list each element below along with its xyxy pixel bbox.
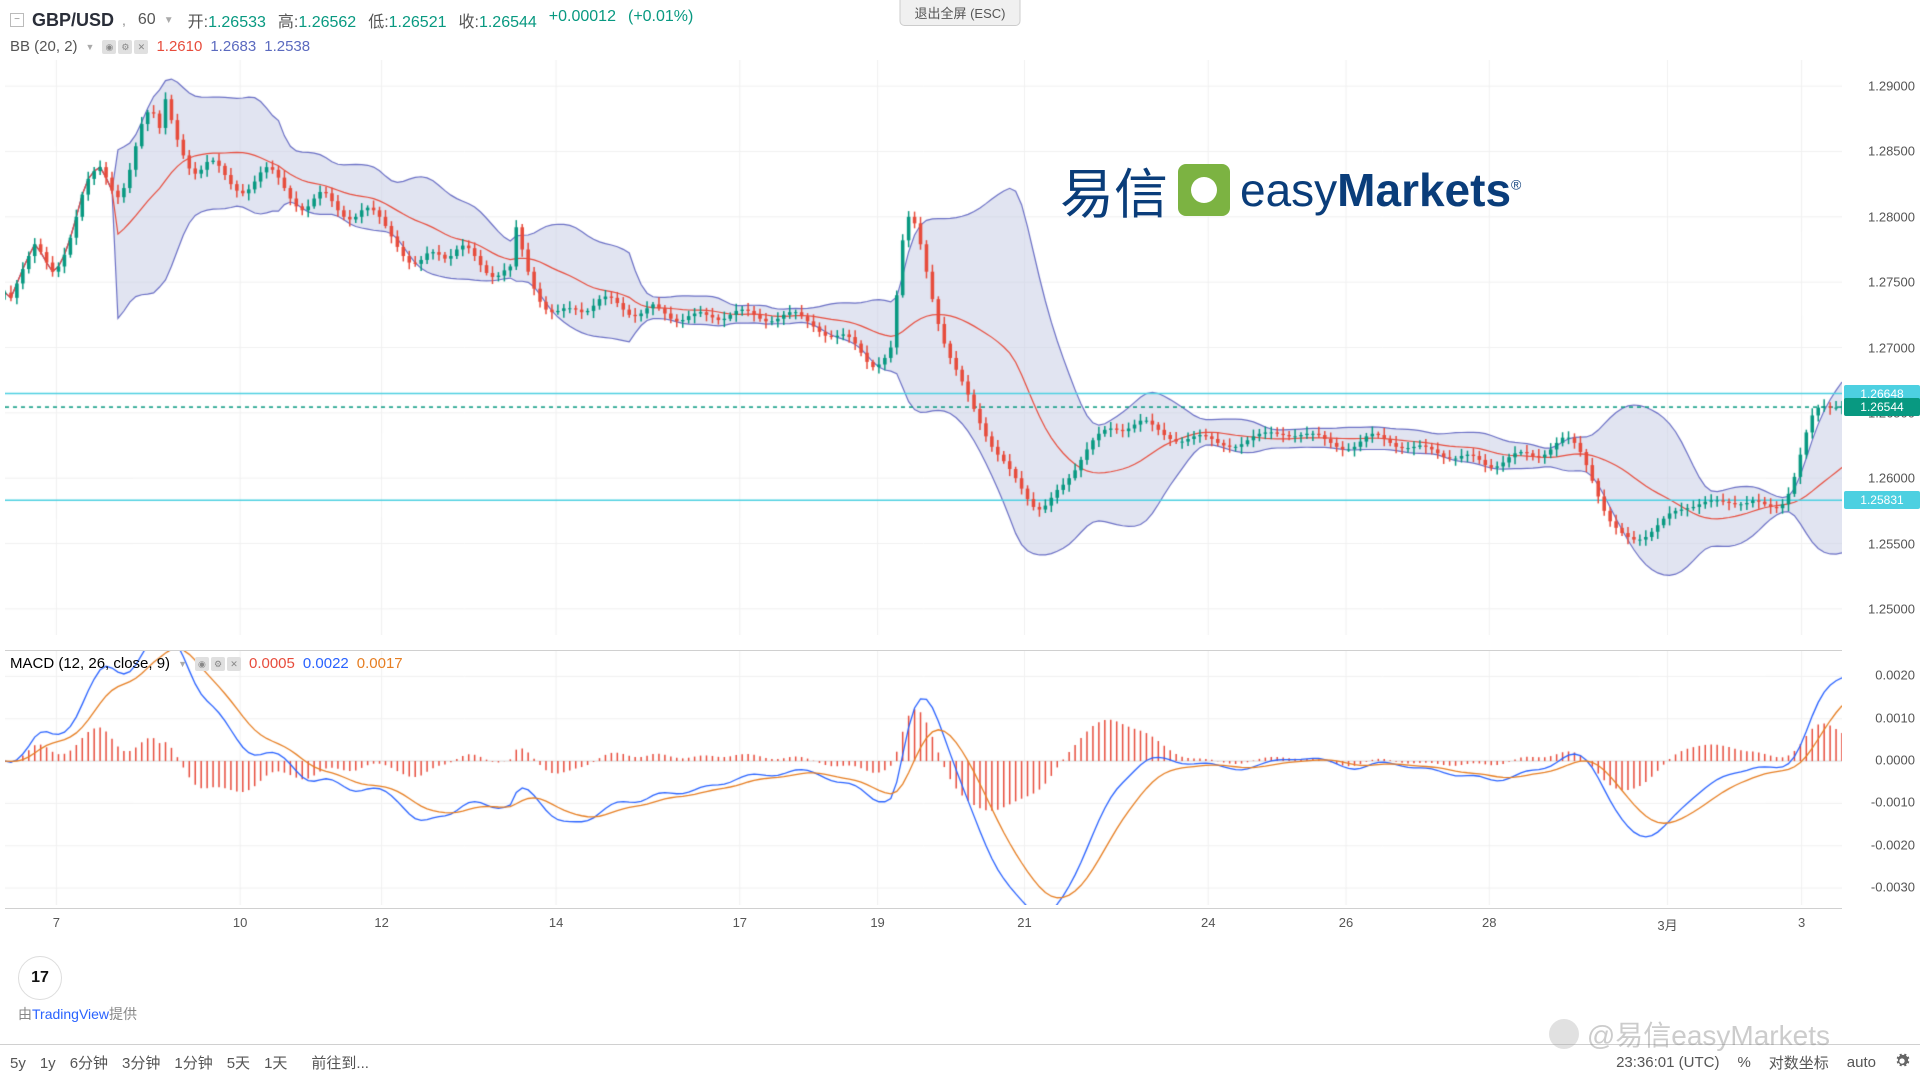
price-label: 1.25831 bbox=[1844, 491, 1920, 509]
time-xtick: 14 bbox=[549, 915, 563, 930]
bb-v3: 1.2538 bbox=[264, 38, 310, 55]
price-label: 1.26544 bbox=[1844, 398, 1920, 416]
tradingview-attribution[interactable]: 17 由TradingView提供 bbox=[18, 956, 137, 1024]
time-xtick: 26 bbox=[1339, 915, 1353, 930]
timeframe-btn-1分钟[interactable]: 1分钟 bbox=[174, 1055, 212, 1072]
macd-v2: 0.0022 bbox=[303, 655, 349, 672]
time-xtick: 19 bbox=[870, 915, 884, 930]
time-xtick: 3 bbox=[1798, 915, 1805, 930]
chevron-down-icon[interactable]: ▼ bbox=[86, 42, 95, 52]
time-xtick: 12 bbox=[374, 915, 388, 930]
exit-fullscreen-button[interactable]: 退出全屏 (ESC) bbox=[899, 0, 1020, 26]
macd-canvas bbox=[5, 651, 1842, 905]
price-y-axis[interactable]: 1.29000 1.28500 1.28000 1.27500 1.27000 1.265… bbox=[1842, 60, 1920, 635]
time-xtick: 28 bbox=[1482, 915, 1496, 930]
time-xtick: 21 bbox=[1017, 915, 1031, 930]
percent-toggle[interactable]: % bbox=[1737, 1054, 1750, 1071]
goto-button[interactable]: 前往到... bbox=[311, 1052, 369, 1073]
timeframe-btn-1天[interactable]: 1天 bbox=[264, 1055, 287, 1072]
macd-ytick: 0.0020 bbox=[1875, 668, 1915, 683]
log-scale-toggle[interactable]: 对数坐标 bbox=[1769, 1052, 1829, 1073]
tv-label: 由TradingView提供 bbox=[18, 1004, 137, 1024]
timeframe-btn-3分钟[interactable]: 3分钟 bbox=[122, 1055, 160, 1072]
price-ytick: 1.25500 bbox=[1868, 536, 1915, 551]
macd-chart-panel[interactable]: MACD (12, 26, close, 9) ▼ ◉⚙✕ 0.0005 0.0… bbox=[5, 650, 1842, 905]
watermark-en: easyMarkets® bbox=[1240, 163, 1521, 217]
macd-legend: MACD (12, 26, close, 9) ▼ ◉⚙✕ 0.0005 0.0… bbox=[10, 655, 403, 672]
macd-v1: 0.0005 bbox=[249, 655, 295, 672]
chevron-down-icon[interactable]: ▼ bbox=[178, 659, 187, 669]
time-xtick: 17 bbox=[733, 915, 747, 930]
timeframe-btn-5天[interactable]: 5天 bbox=[227, 1055, 250, 1072]
macd-ytick: 0.0000 bbox=[1875, 753, 1915, 768]
timeframe-btn-1y[interactable]: 1y bbox=[40, 1055, 56, 1072]
macd-ytick: -0.0020 bbox=[1871, 837, 1915, 852]
gear-icon[interactable] bbox=[1894, 1053, 1910, 1073]
collapse-icon[interactable]: − bbox=[10, 13, 24, 27]
time-x-axis[interactable]: 7 10 12 14 17 19 21 24 26 28 3月 3 bbox=[5, 908, 1842, 936]
settings-icon: ⚙ bbox=[118, 40, 132, 54]
close-icon: ✕ bbox=[134, 40, 148, 54]
weibo-icon bbox=[1549, 1019, 1579, 1049]
price-ytick: 1.26000 bbox=[1868, 471, 1915, 486]
symbol[interactable]: GBP/USD bbox=[32, 10, 114, 31]
time-xtick: 7 bbox=[53, 915, 60, 930]
macd-indicator-name[interactable]: MACD (12, 26, close, 9) bbox=[10, 655, 170, 672]
price-canvas bbox=[5, 60, 1842, 635]
tv-logo-icon: 17 bbox=[18, 956, 62, 1000]
price-ytick: 1.29000 bbox=[1868, 79, 1915, 94]
eye-icon: ◉ bbox=[195, 657, 209, 671]
price-ytick: 1.27500 bbox=[1868, 275, 1915, 290]
bb-legend: BB (20, 2) ▼ ◉⚙✕ 1.2610 1.2683 1.2538 bbox=[10, 38, 310, 55]
easymarkets-watermark: 易信 easyMarkets® bbox=[1060, 150, 1521, 229]
indicator-controls[interactable]: ◉⚙✕ bbox=[195, 657, 241, 671]
macd-ytick: 0.0010 bbox=[1875, 710, 1915, 725]
indicator-controls[interactable]: ◉⚙✕ bbox=[102, 40, 148, 54]
price-chart-panel[interactable] bbox=[5, 60, 1842, 635]
macd-v3: 0.0017 bbox=[357, 655, 403, 672]
price-ytick: 1.27000 bbox=[1868, 340, 1915, 355]
macd-ytick: -0.0010 bbox=[1871, 795, 1915, 810]
bb-indicator-name[interactable]: BB (20, 2) bbox=[10, 38, 78, 55]
macd-ytick: -0.0030 bbox=[1871, 880, 1915, 895]
price-ytick: 1.28500 bbox=[1868, 144, 1915, 159]
chart-legend-main: − GBP/USD , 60 ▼ 开:1.26533 高:1.26562 低:1… bbox=[10, 8, 693, 32]
auto-scale-toggle[interactable]: auto bbox=[1847, 1054, 1876, 1071]
close-icon: ✕ bbox=[227, 657, 241, 671]
settings-icon: ⚙ bbox=[211, 657, 225, 671]
timeframe-btn-6分钟[interactable]: 6分钟 bbox=[70, 1055, 108, 1072]
bb-v2: 1.2683 bbox=[210, 38, 256, 55]
macd-y-axis[interactable]: 0.0020 0.0010 0.0000 -0.0010 -0.0020 -0.0030 bbox=[1842, 650, 1920, 905]
clock: 23:36:01 (UTC) bbox=[1616, 1054, 1719, 1071]
price-ytick: 1.25000 bbox=[1868, 601, 1915, 616]
time-xtick: 3月 bbox=[1657, 915, 1677, 934]
ohlc-values: 开:1.26533 高:1.26562 低:1.26521 收:1.26544 … bbox=[188, 8, 694, 32]
watermark-logo-icon bbox=[1178, 164, 1230, 216]
eye-icon: ◉ bbox=[102, 40, 116, 54]
timeframe-btn-5y[interactable]: 5y bbox=[10, 1055, 26, 1072]
timeframe: 60 bbox=[138, 11, 156, 29]
price-ytick: 1.28000 bbox=[1868, 209, 1915, 224]
weibo-watermark: @易信easyMarkets bbox=[1549, 1014, 1830, 1054]
chevron-down-icon[interactable]: ▼ bbox=[164, 15, 174, 26]
time-xtick: 10 bbox=[233, 915, 247, 930]
bb-v1: 1.2610 bbox=[156, 38, 202, 55]
watermark-cn: 易信 bbox=[1060, 150, 1168, 229]
time-xtick: 24 bbox=[1201, 915, 1215, 930]
